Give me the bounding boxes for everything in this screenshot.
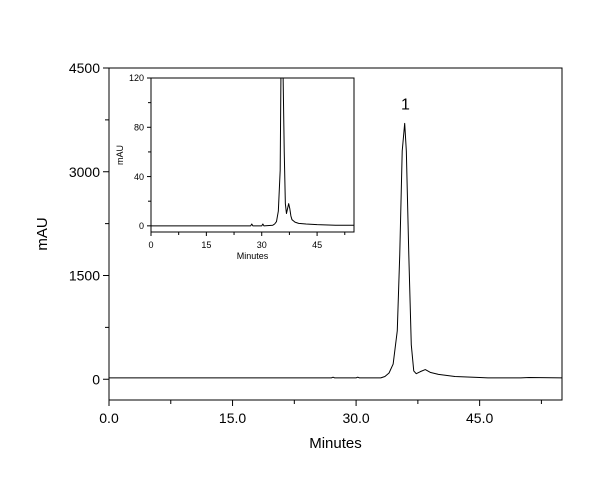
y-tick-label: 1500 <box>69 268 100 284</box>
y-axis-label: mAU <box>34 217 51 250</box>
y-tick-label: 0 <box>139 221 144 231</box>
x-tick-label: 15.0 <box>219 410 246 426</box>
x-tick-label: 30.0 <box>342 410 369 426</box>
x-tick-label: 0 <box>148 240 153 250</box>
y-axis-label: mAU <box>115 145 125 165</box>
y-tick-label: 0 <box>92 371 100 387</box>
inset-chart: 0 15 30 45 0 40 80 120 Minutes mAU <box>115 73 355 261</box>
x-tick-label: 45 <box>312 240 322 250</box>
peak-annotation: 1 <box>401 97 410 114</box>
x-tick-label: 0.0 <box>99 410 119 426</box>
plot-frame <box>150 77 355 233</box>
x-axis-label: Minutes <box>309 435 362 452</box>
y-tick-label: 80 <box>134 123 144 133</box>
y-tick-label: 120 <box>129 73 144 83</box>
x-tick-label: 30 <box>257 240 267 250</box>
x-tick-label: 15 <box>201 240 211 250</box>
data-series-line-0 <box>151 78 354 227</box>
y-tick-label: 4500 <box>69 60 100 76</box>
plot-frame <box>108 67 563 401</box>
y-tick-label: 40 <box>134 172 144 182</box>
x-axis-label: Minutes <box>237 251 269 261</box>
data-series-line-0 <box>109 122 562 379</box>
x-tick-label: 45.0 <box>466 410 493 426</box>
y-tick-label: 3000 <box>69 164 100 180</box>
